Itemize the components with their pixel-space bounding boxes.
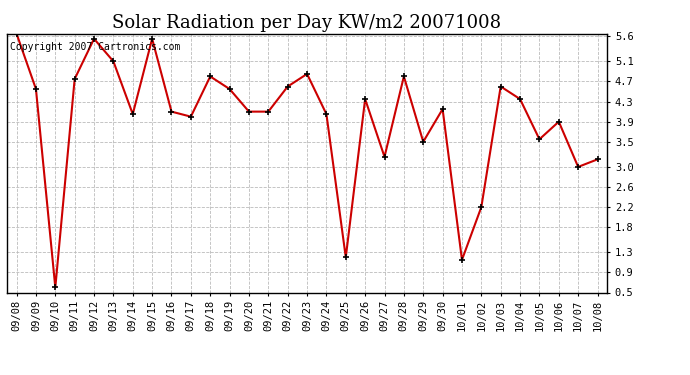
Title: Solar Radiation per Day KW/m2 20071008: Solar Radiation per Day KW/m2 20071008 — [112, 14, 502, 32]
Text: Copyright 2007 Cartronics.com: Copyright 2007 Cartronics.com — [10, 42, 180, 51]
